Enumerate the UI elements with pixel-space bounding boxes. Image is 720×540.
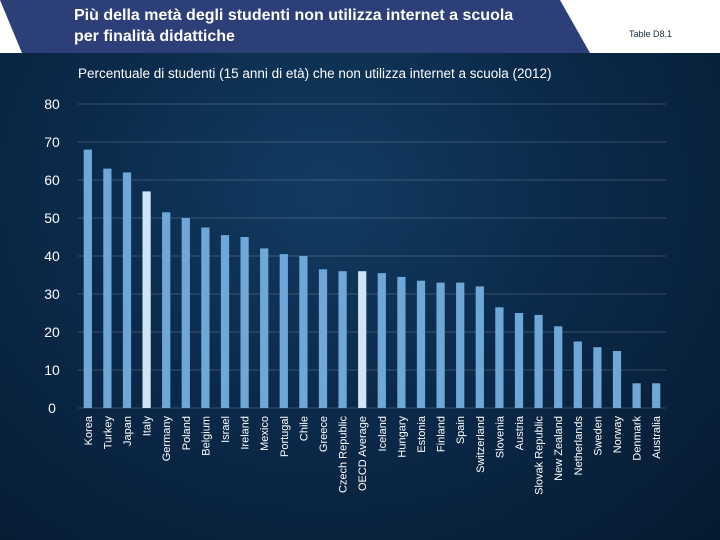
bar-portugal	[279, 254, 288, 408]
x-tick-label: Japan	[122, 416, 134, 446]
y-tick-label: 20	[44, 324, 60, 340]
x-tick-label: New Zealand	[553, 416, 565, 481]
bar-slovenia	[495, 307, 504, 408]
y-tick-label: 30	[44, 286, 60, 302]
title-line-2: per finalità didattiche	[74, 28, 235, 45]
bar-greece	[318, 269, 328, 408]
x-tick-label: Norway	[612, 416, 624, 454]
x-tick-label: Slovenia	[494, 415, 506, 458]
x-tick-label: OECD Average	[357, 416, 369, 491]
bar-slovak-republic	[534, 314, 543, 408]
chart-title: Percentuale di studenti (15 anni di età)…	[78, 66, 552, 81]
bar-turkey	[103, 168, 112, 408]
bar-italy	[142, 191, 151, 408]
bar-korea	[83, 149, 92, 408]
bar-finland	[436, 282, 445, 408]
bar-iceland	[377, 273, 386, 408]
table-reference: Table D8.1	[628, 29, 672, 39]
bar-japan	[122, 172, 132, 408]
header-banner	[0, 0, 720, 53]
bar-hungary	[397, 276, 406, 408]
page-title: Più della metà degli studenti non utiliz…	[74, 5, 594, 47]
bar-new-zealand	[554, 326, 563, 408]
bar-oecd-average	[358, 271, 367, 408]
x-tick-label: Germany	[161, 416, 173, 462]
x-tick-label: Mexico	[259, 416, 271, 451]
x-tick-label: Belgium	[200, 416, 212, 456]
bar-sweden	[593, 347, 602, 408]
x-tick-label: Switzerland	[475, 416, 487, 473]
bar-chile	[299, 256, 308, 408]
x-tick-label: Austria	[514, 415, 526, 450]
x-tick-label: Estonia	[416, 415, 428, 453]
x-tick-label: Spain	[455, 416, 467, 444]
x-tick-label: Finland	[436, 416, 448, 452]
bar-norway	[612, 351, 622, 408]
x-tick-label: Slovak Republic	[534, 416, 546, 495]
bar-estonia	[416, 280, 426, 408]
bar-spain	[456, 282, 465, 408]
x-tick-label: Hungary	[396, 416, 408, 458]
bar-austria	[514, 313, 524, 408]
bar-israel	[220, 235, 230, 408]
x-tick-label: Ireland	[240, 416, 252, 450]
title-line-1: Più della metà degli studenti non utiliz…	[74, 7, 514, 24]
y-tick-label: 50	[44, 210, 60, 226]
y-tick-label: 60	[44, 172, 60, 188]
x-tick-label: Israel	[220, 416, 232, 443]
bar-australia	[652, 383, 661, 408]
bar-czech-republic	[338, 271, 347, 408]
y-tick-label: 0	[48, 400, 56, 416]
x-tick-label: Portugal	[279, 416, 291, 457]
y-tick-label: 10	[44, 362, 60, 378]
bar-ireland	[240, 237, 249, 408]
x-tick-label: Netherlands	[573, 416, 585, 476]
x-tick-label: Iceland	[377, 416, 389, 451]
x-tick-label: Greece	[318, 416, 330, 452]
bar-denmark	[632, 383, 641, 408]
x-tick-label: Turkey	[102, 416, 114, 450]
y-tick-label: 40	[44, 248, 60, 264]
bar-mexico	[260, 248, 269, 408]
x-tick-label: Australia	[651, 415, 663, 459]
slide-header: Più della metà degli studenti non utiliz…	[0, 0, 720, 54]
x-tick-label: Poland	[181, 416, 193, 450]
bar-belgium	[201, 227, 210, 408]
x-tick-label: Denmark	[632, 416, 644, 461]
bar-switzerland	[475, 286, 484, 408]
bar-netherlands	[573, 341, 582, 408]
bar-poland	[181, 218, 190, 408]
y-tick-label: 80	[44, 96, 60, 112]
x-tick-label: Italy	[142, 416, 154, 437]
x-tick-label: Korea	[83, 415, 95, 445]
x-tick-label: Sweden	[592, 416, 604, 456]
x-tick-label: Chile	[298, 416, 310, 441]
x-tick-label: Czech Republic	[338, 416, 350, 494]
y-tick-label: 70	[44, 134, 60, 150]
bar-germany	[162, 212, 171, 408]
